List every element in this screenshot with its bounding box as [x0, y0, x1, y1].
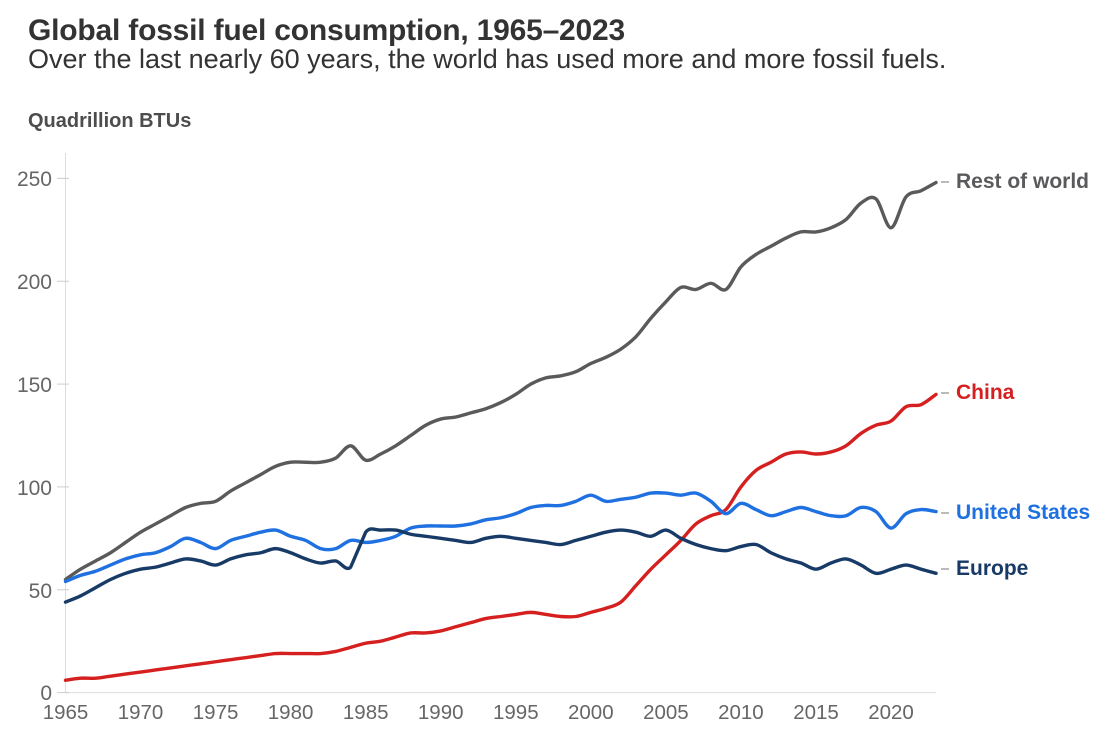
svg-text:1970: 1970 [118, 701, 164, 724]
svg-text:1995: 1995 [493, 701, 539, 724]
svg-text:China: China [956, 381, 1015, 404]
svg-text:200: 200 [17, 271, 52, 294]
svg-text:1975: 1975 [193, 701, 239, 724]
svg-text:1990: 1990 [418, 701, 464, 724]
svg-text:2000: 2000 [568, 701, 614, 724]
svg-text:100: 100 [17, 477, 52, 500]
svg-text:United States: United States [956, 501, 1090, 524]
svg-text:Rest of world: Rest of world [956, 170, 1089, 193]
svg-text:1980: 1980 [268, 701, 314, 724]
svg-text:2015: 2015 [793, 701, 839, 724]
svg-text:1965: 1965 [43, 701, 89, 724]
svg-text:50: 50 [29, 580, 52, 603]
svg-text:2005: 2005 [643, 701, 689, 724]
svg-text:250: 250 [17, 168, 52, 191]
svg-text:2010: 2010 [718, 701, 764, 724]
svg-text:2020: 2020 [868, 701, 914, 724]
svg-text:Europe: Europe [956, 557, 1028, 580]
svg-text:1985: 1985 [343, 701, 389, 724]
svg-text:150: 150 [17, 374, 52, 397]
